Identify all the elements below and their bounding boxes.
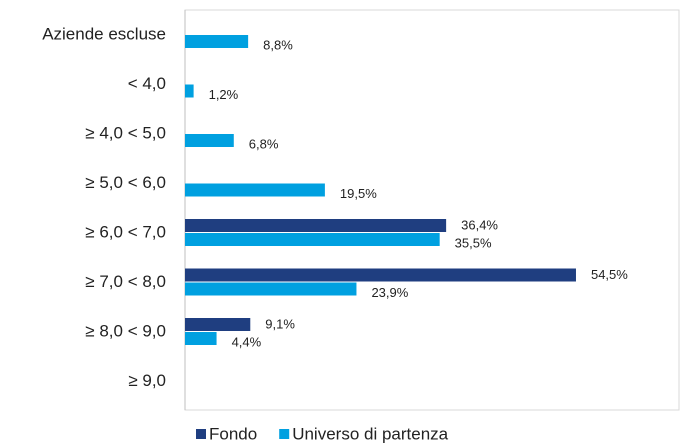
legend-label: Fondo: [209, 424, 257, 443]
value-label: 23,9%: [371, 285, 408, 300]
bar: [185, 332, 217, 345]
y-tick-label: ≥ 7,0 < 8,0: [85, 272, 166, 291]
bar: [185, 219, 447, 232]
y-tick-label: < 4,0: [128, 74, 166, 93]
bar: [185, 35, 249, 48]
y-tick-label: ≥ 9,0: [128, 371, 166, 390]
y-tick-label: ≥ 4,0 < 5,0: [85, 123, 166, 142]
y-tick-label: Aziende escluse: [42, 24, 166, 43]
value-label: 36,4%: [461, 217, 498, 232]
value-label: 54,5%: [591, 267, 628, 282]
y-tick-label: ≥ 5,0 < 6,0: [85, 173, 166, 192]
plot-frame: [184, 9, 680, 411]
y-tick-label: ≥ 8,0 < 9,0: [85, 321, 166, 340]
bar: [185, 233, 440, 246]
value-label: 8,8%: [263, 37, 293, 52]
value-label: 35,5%: [455, 235, 492, 250]
legend-swatch: [196, 429, 206, 439]
bar: [185, 318, 251, 331]
legend-swatch: [279, 429, 290, 439]
bar: [185, 268, 576, 282]
value-label: 4,4%: [232, 334, 262, 349]
legend-label: Universo di partenza: [292, 424, 448, 443]
bar: [185, 183, 325, 197]
bar: [185, 84, 194, 98]
value-label: 6,8%: [249, 136, 279, 151]
bar: [185, 282, 357, 296]
value-label: 9,1%: [265, 316, 295, 331]
bar: [185, 134, 234, 147]
value-label: 19,5%: [340, 186, 377, 201]
y-tick-label: ≥ 6,0 < 7,0: [85, 222, 166, 241]
value-label: 1,2%: [209, 87, 239, 102]
